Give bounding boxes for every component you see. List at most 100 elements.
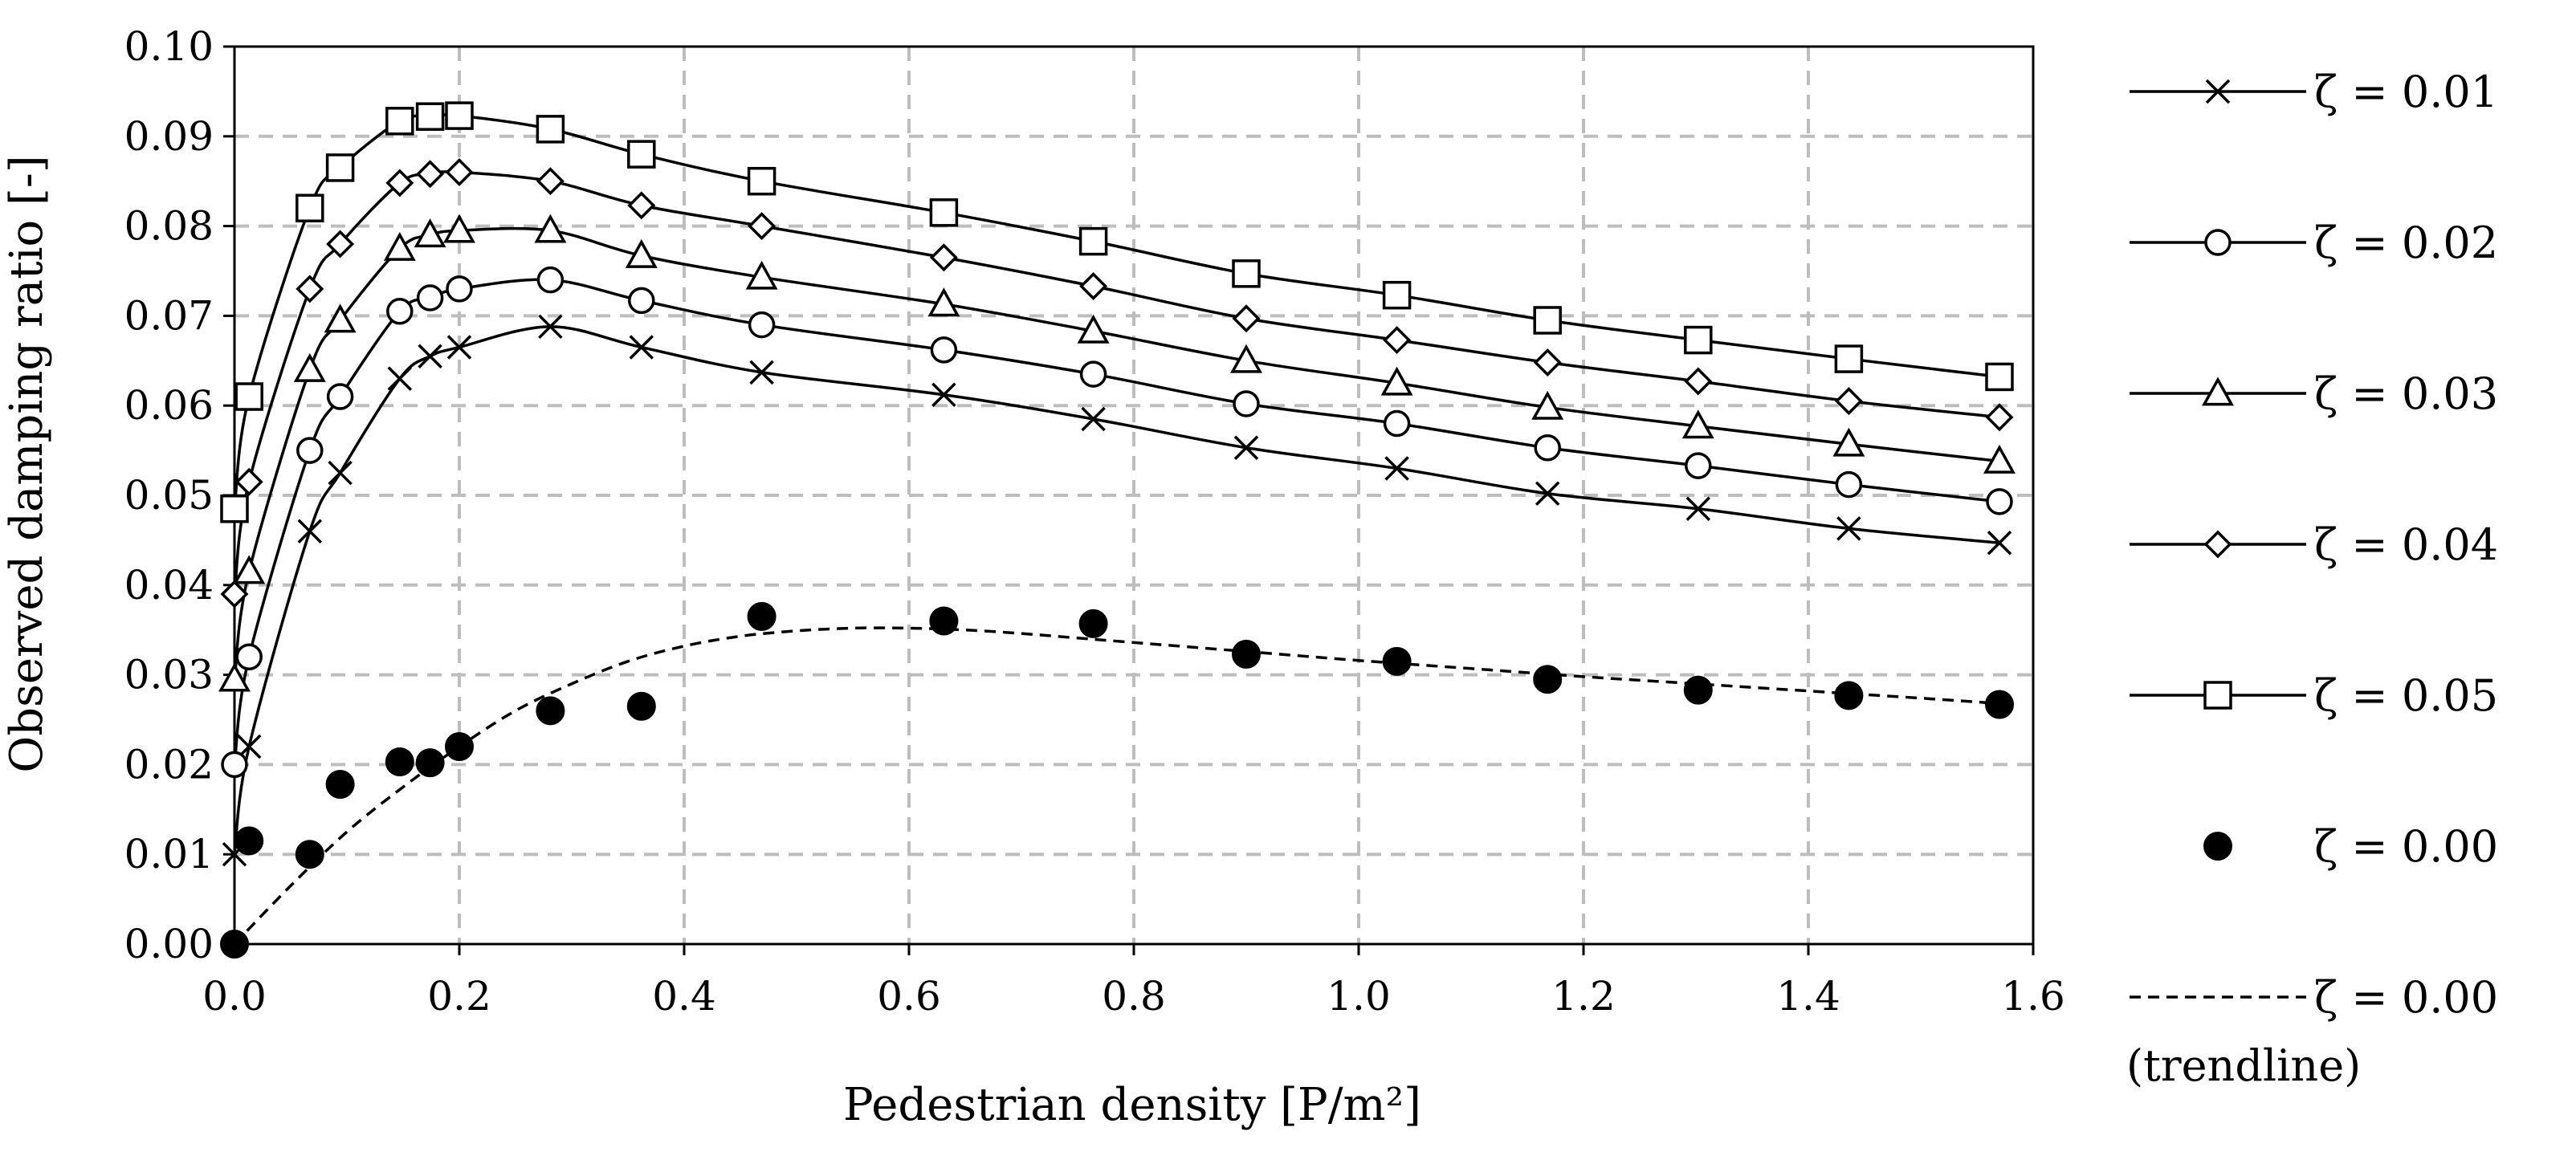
legend-marker xyxy=(2203,530,2232,559)
data-point xyxy=(536,266,565,294)
data-point xyxy=(445,158,474,186)
data-point xyxy=(629,335,654,360)
data-point xyxy=(383,231,416,261)
data-point xyxy=(220,930,249,959)
legend-marker xyxy=(2203,832,2232,861)
marker-stroke xyxy=(1233,435,1259,460)
data-point xyxy=(626,691,656,721)
data-point xyxy=(1832,427,1865,457)
data-point xyxy=(536,696,565,726)
data-point xyxy=(929,198,959,227)
data-point xyxy=(747,601,776,631)
data-point xyxy=(1383,326,1412,355)
data-point xyxy=(1985,362,2014,392)
legend-label: ζ = 0.03 xyxy=(2314,368,2498,419)
data-point xyxy=(931,382,956,408)
data-point xyxy=(627,191,656,220)
y-tick-label: 0.08 xyxy=(124,203,214,250)
data-point xyxy=(295,840,324,869)
marker-stroke xyxy=(1685,496,1711,522)
data-point xyxy=(328,460,353,486)
data-point xyxy=(929,606,959,636)
data-point xyxy=(218,662,251,692)
data-point xyxy=(1834,344,1864,373)
y-tick-label: 0.09 xyxy=(124,113,214,160)
data-point xyxy=(1233,435,1259,460)
data-point xyxy=(1535,481,1560,507)
legend-entry: ζ = 0.01 xyxy=(2130,67,2498,117)
series-triangle xyxy=(218,214,2016,692)
y-tick-label: 0.02 xyxy=(124,741,214,788)
x-axis-title: Pedestrian density [P/m²] xyxy=(843,1079,1421,1131)
data-point xyxy=(1834,681,1864,710)
data-point xyxy=(415,102,445,131)
data-point xyxy=(1380,366,1413,396)
data-point xyxy=(418,344,442,368)
data-point xyxy=(1684,325,1713,355)
marker-stroke xyxy=(387,366,413,391)
y-tick-label: 0.01 xyxy=(124,831,214,877)
data-point xyxy=(627,140,656,169)
y-tick-label: 0.05 xyxy=(124,472,214,519)
data-point xyxy=(416,284,444,311)
data-point xyxy=(446,275,473,303)
data-point xyxy=(536,115,565,144)
data-point xyxy=(745,260,778,290)
x-tick-label: 1.4 xyxy=(1776,973,1840,1020)
data-point xyxy=(293,352,326,382)
data-point xyxy=(233,555,266,584)
data-point xyxy=(1382,280,1412,310)
data-point xyxy=(1987,531,2012,556)
data-point xyxy=(1232,639,1261,669)
data-point xyxy=(1683,675,1713,705)
marker-stroke xyxy=(446,335,472,360)
data-point xyxy=(445,101,474,130)
data-point xyxy=(1533,348,1562,377)
legend-label: ζ = 0.00 xyxy=(2314,972,2498,1023)
data-point xyxy=(234,467,263,496)
data-point xyxy=(1232,259,1261,288)
data-point xyxy=(1078,226,1108,256)
data-point xyxy=(1382,646,1412,676)
x-tick-label: 1.2 xyxy=(1551,973,1616,1020)
data-point xyxy=(747,166,776,196)
data-point xyxy=(1077,314,1110,344)
marker-stroke xyxy=(931,382,956,408)
legend-entry: ζ = 0.03 xyxy=(2130,368,2498,419)
data-point xyxy=(386,298,414,325)
data-point xyxy=(325,153,355,182)
y-tick-label: 0.03 xyxy=(124,652,214,698)
data-point xyxy=(534,214,567,243)
series-filled-circle xyxy=(220,601,2014,959)
y-axis-title: Observed damping ratio [-] xyxy=(1,155,53,772)
marker-stroke xyxy=(2205,79,2231,104)
legend-label: ζ = 0.04 xyxy=(2314,519,2498,570)
series-square xyxy=(220,101,2014,523)
x-tick-label: 0.6 xyxy=(877,973,941,1020)
data-point xyxy=(387,366,413,391)
legend-entry: ζ = 0.00 xyxy=(2203,821,2498,872)
marker-stroke xyxy=(1384,456,1409,481)
marker-stroke xyxy=(749,360,774,385)
data-point xyxy=(1233,390,1260,417)
data-point xyxy=(1078,609,1108,638)
data-point xyxy=(1384,456,1409,481)
data-point xyxy=(1685,452,1712,479)
data-point xyxy=(748,212,776,241)
data-point xyxy=(536,167,565,196)
data-point xyxy=(1985,690,2014,719)
marker-stroke xyxy=(629,335,654,360)
data-point xyxy=(1985,403,2014,432)
data-point xyxy=(1533,665,1563,694)
x-tick-label: 0.4 xyxy=(652,973,716,1020)
legend-entry-trendline: ζ = 0.00 (trendline) xyxy=(2126,972,2498,1091)
data-point xyxy=(1383,409,1411,438)
data-point xyxy=(296,275,324,303)
series-line xyxy=(233,170,2000,595)
data-point xyxy=(1533,306,1562,335)
data-point xyxy=(628,287,655,315)
data-point xyxy=(1081,406,1106,432)
data-point xyxy=(1685,496,1711,522)
